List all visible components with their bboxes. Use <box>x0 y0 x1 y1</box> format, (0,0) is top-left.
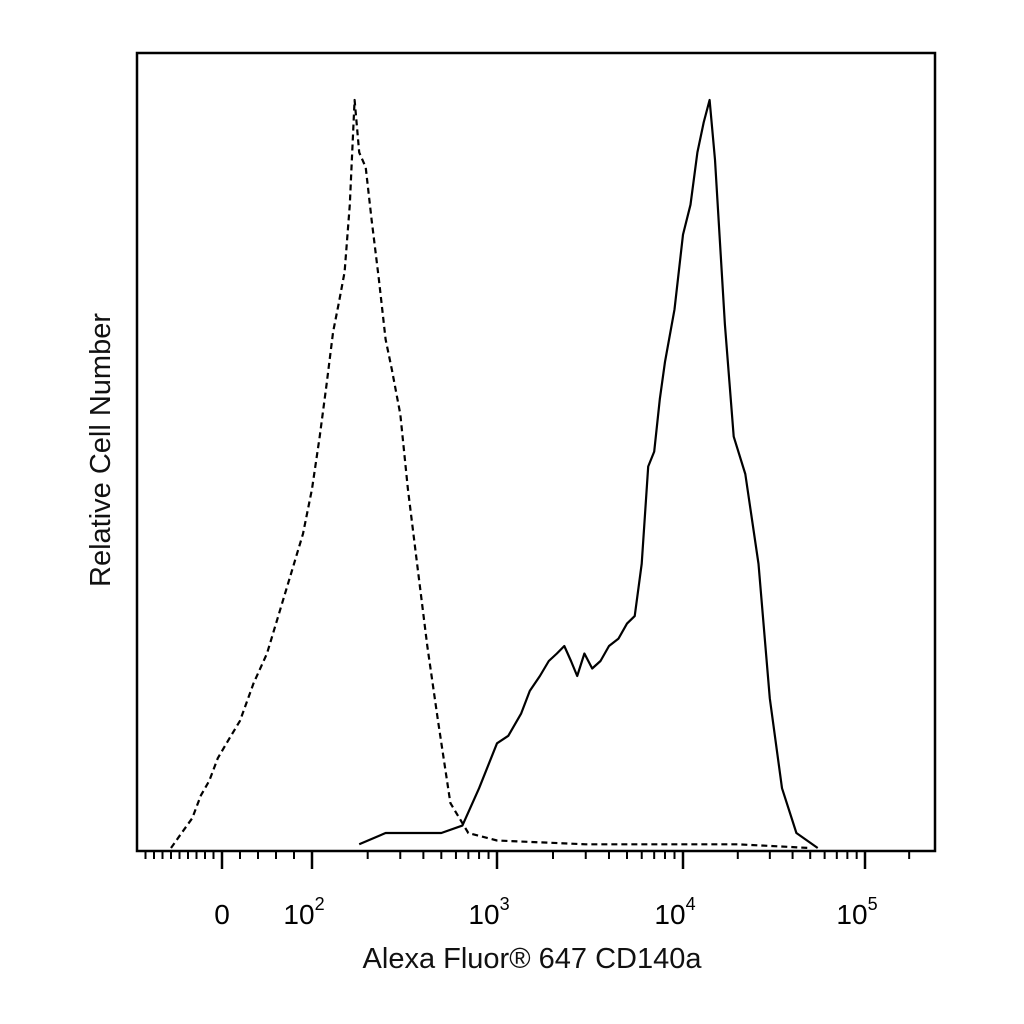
x-axis-major-ticks <box>220 851 867 869</box>
y-axis-title: Relative Cell Number <box>85 313 117 587</box>
x-axis-minor-ticks <box>144 851 911 859</box>
x-tick-label: 103 <box>468 894 509 930</box>
series-layer <box>170 98 819 850</box>
x-axis-tick-labels: 0 102 103 104 105 <box>214 894 877 930</box>
x-tick-label: 105 <box>836 894 877 930</box>
x-tick-label: 102 <box>283 894 324 930</box>
x-tick-label: 0 <box>214 899 230 930</box>
x-tick-label: 104 <box>654 894 695 930</box>
x-axis-title: Alexa Fluor® 647 CD140a <box>363 943 703 975</box>
plot-frame <box>135 51 937 853</box>
series-line-dashed <box>170 98 811 850</box>
series-line-solid <box>358 98 819 849</box>
